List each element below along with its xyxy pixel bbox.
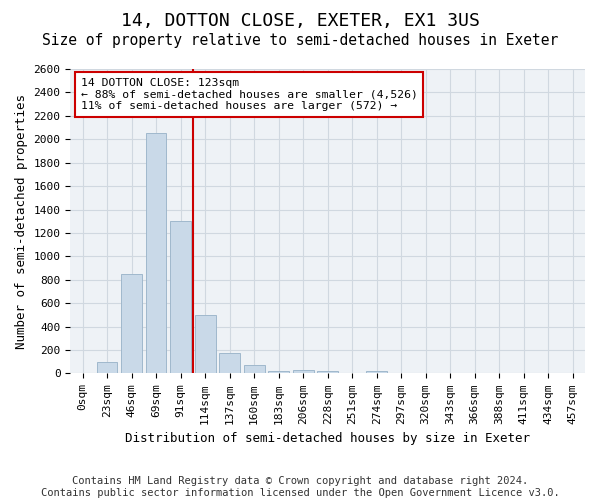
- Bar: [293, 370, 314, 374]
- Bar: [366, 370, 387, 374]
- X-axis label: Distribution of semi-detached houses by size in Exeter: Distribution of semi-detached houses by …: [125, 432, 530, 445]
- Text: Size of property relative to semi-detached houses in Exeter: Size of property relative to semi-detach…: [42, 32, 558, 48]
- Bar: [219, 353, 240, 374]
- Text: Contains HM Land Registry data © Crown copyright and database right 2024.
Contai: Contains HM Land Registry data © Crown c…: [41, 476, 559, 498]
- Bar: [97, 362, 118, 374]
- Bar: [194, 315, 215, 374]
- Bar: [244, 364, 265, 374]
- Text: 14, DOTTON CLOSE, EXETER, EX1 3US: 14, DOTTON CLOSE, EXETER, EX1 3US: [121, 12, 479, 30]
- Bar: [121, 274, 142, 374]
- Y-axis label: Number of semi-detached properties: Number of semi-detached properties: [15, 94, 28, 348]
- Text: 14 DOTTON CLOSE: 123sqm
← 88% of semi-detached houses are smaller (4,526)
11% of: 14 DOTTON CLOSE: 123sqm ← 88% of semi-de…: [80, 78, 418, 112]
- Bar: [170, 221, 191, 374]
- Bar: [317, 370, 338, 374]
- Bar: [146, 134, 166, 374]
- Bar: [268, 370, 289, 374]
